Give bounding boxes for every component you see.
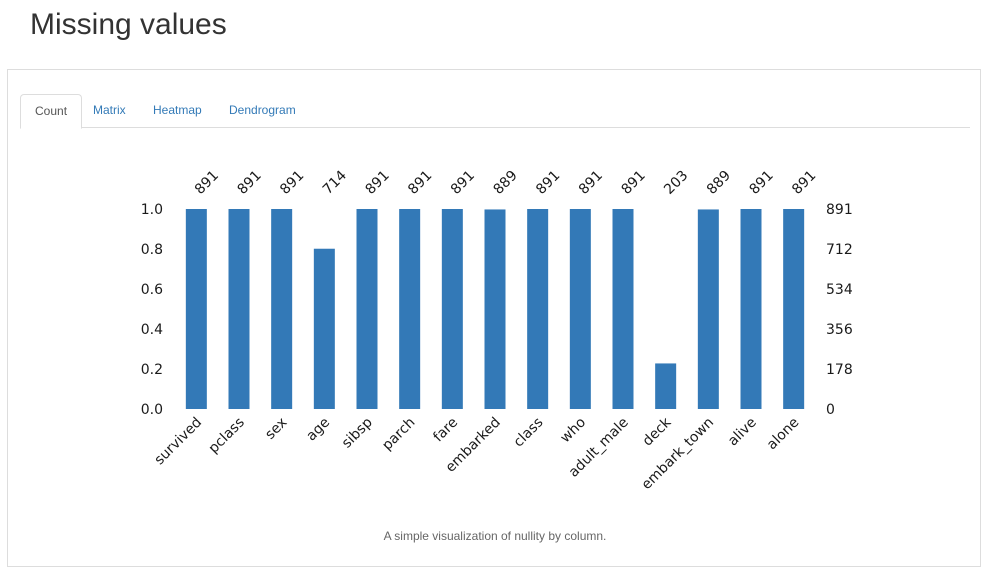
category-label: deck [640, 414, 675, 449]
category-label: age [303, 415, 333, 445]
category-label: pclass [206, 415, 248, 457]
right-tick-label: 534 [826, 282, 853, 298]
count-label: 891 [405, 168, 435, 198]
count-label: 891 [235, 168, 265, 198]
count-label: 891 [747, 168, 777, 198]
category-label: class [511, 415, 547, 451]
tab-matrix[interactable]: Matrix [93, 103, 126, 117]
left-tick-label: 0.4 [141, 322, 163, 338]
category-label: alone [764, 415, 803, 454]
category-label: sex [262, 415, 290, 443]
nullity-count-chart: 0.0 0.2 0.4 0.6 0.8 1.0 0 178 356 534 712 891 891 sur… [141, 168, 853, 493]
bar-fare [441, 209, 463, 409]
count-label: 891 [277, 168, 307, 198]
right-tick-label: 178 [826, 362, 853, 378]
bar-survived [185, 209, 207, 409]
category-label: sibsp [339, 414, 376, 451]
count-label: 891 [619, 168, 649, 198]
count-label: 889 [491, 168, 521, 198]
tab-count[interactable]: Count [20, 94, 83, 129]
bar-parch [399, 209, 421, 409]
category-label: parch [379, 415, 418, 454]
right-tick-label: 891 [826, 202, 853, 218]
bar-pclass [228, 209, 250, 409]
category-label: fare [430, 415, 461, 446]
bar-alone [783, 209, 805, 409]
tab-dendrogram[interactable]: Dendrogram [229, 103, 296, 117]
count-label: 889 [704, 168, 734, 198]
bar-class [527, 209, 549, 409]
count-label: 891 [448, 168, 478, 198]
bar-sibsp [356, 209, 378, 409]
left-tick-label: 0.8 [141, 242, 163, 258]
left-tick-label: 1.0 [141, 202, 163, 218]
chart-caption: A simple visualization of nullity by col… [383, 529, 607, 543]
category-label: alive [725, 415, 760, 450]
tab-bar: Count Matrix Heatmap Dendrogram [20, 94, 970, 129]
bar-embarked [484, 209, 506, 409]
left-tick-label: 0.2 [141, 362, 163, 378]
category-label: who [557, 415, 589, 447]
chart-panel: Count Matrix Heatmap Dendrogram 0.0 0.2 0.… [7, 69, 981, 567]
left-tick-label: 0.0 [141, 402, 163, 418]
count-label: 891 [363, 168, 393, 198]
left-tick-label: 0.6 [141, 282, 163, 298]
tab-heatmap[interactable]: Heatmap [153, 103, 202, 117]
bar-adult_male [612, 209, 634, 409]
count-label: 203 [661, 168, 691, 198]
bar-who [569, 209, 591, 409]
right-tick-label: 356 [826, 322, 853, 338]
count-label: 714 [320, 168, 350, 198]
count-label: 891 [192, 168, 222, 198]
page-title: Missing values [30, 8, 227, 41]
right-tick-label: 0 [826, 402, 835, 418]
bar-deck [655, 363, 677, 409]
bar-sex [271, 209, 293, 409]
count-label: 891 [789, 168, 819, 198]
bar-alive [740, 209, 762, 409]
category-label: survived [151, 415, 205, 469]
right-tick-label: 712 [826, 242, 853, 258]
bar-embark_town [697, 209, 719, 409]
count-label: 891 [576, 168, 606, 198]
count-label: 891 [533, 168, 563, 198]
bar-age [313, 248, 335, 409]
